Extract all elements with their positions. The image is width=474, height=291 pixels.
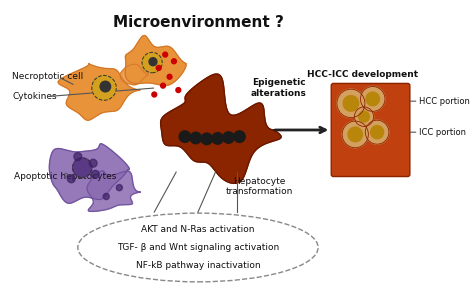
- Circle shape: [156, 65, 161, 70]
- Circle shape: [359, 111, 369, 122]
- Text: NF-kB pathway inactivation: NF-kB pathway inactivation: [136, 261, 260, 270]
- Circle shape: [89, 159, 97, 167]
- Circle shape: [74, 152, 82, 161]
- Text: HCC-ICC development: HCC-ICC development: [308, 70, 419, 79]
- Circle shape: [73, 158, 92, 178]
- Polygon shape: [125, 36, 186, 86]
- Polygon shape: [49, 144, 129, 203]
- Text: Apoptotic hepatocytes: Apoptotic hepatocytes: [15, 172, 117, 181]
- Circle shape: [172, 59, 176, 64]
- Circle shape: [366, 92, 380, 106]
- Circle shape: [176, 88, 181, 93]
- Circle shape: [361, 86, 385, 111]
- Circle shape: [161, 83, 165, 88]
- Text: Cytokines: Cytokines: [12, 92, 57, 101]
- Text: ICC portion: ICC portion: [419, 128, 465, 137]
- Ellipse shape: [78, 213, 318, 282]
- Text: Necroptotic cell: Necroptotic cell: [12, 72, 83, 81]
- Circle shape: [91, 170, 99, 178]
- Circle shape: [223, 132, 234, 143]
- Text: AKT and N-Ras activation: AKT and N-Ras activation: [141, 225, 255, 234]
- Text: TGF- β and Wnt signaling activation: TGF- β and Wnt signaling activation: [117, 243, 279, 252]
- Circle shape: [371, 126, 383, 139]
- Circle shape: [234, 131, 245, 142]
- Circle shape: [342, 121, 368, 148]
- Circle shape: [201, 133, 212, 145]
- Circle shape: [142, 52, 162, 73]
- Polygon shape: [87, 171, 140, 212]
- Text: Epigenetic
alterations: Epigenetic alterations: [251, 78, 307, 97]
- Circle shape: [163, 52, 168, 57]
- Circle shape: [212, 133, 223, 144]
- Circle shape: [337, 89, 365, 118]
- Circle shape: [149, 58, 157, 66]
- Circle shape: [103, 194, 109, 200]
- Circle shape: [190, 132, 201, 144]
- Circle shape: [67, 175, 75, 183]
- Circle shape: [92, 75, 116, 100]
- Polygon shape: [120, 64, 148, 85]
- Circle shape: [152, 92, 157, 97]
- Polygon shape: [58, 63, 140, 120]
- Circle shape: [116, 184, 122, 191]
- Circle shape: [179, 131, 191, 142]
- Circle shape: [343, 95, 358, 111]
- Circle shape: [167, 74, 172, 79]
- Circle shape: [355, 107, 374, 126]
- Circle shape: [365, 120, 389, 144]
- Circle shape: [348, 127, 363, 142]
- Text: Hepatocyte
transformation: Hepatocyte transformation: [226, 177, 293, 196]
- Text: Microenvironment ?: Microenvironment ?: [112, 15, 283, 30]
- Circle shape: [100, 81, 110, 92]
- Polygon shape: [161, 74, 281, 183]
- FancyBboxPatch shape: [331, 84, 410, 177]
- Text: HCC portion: HCC portion: [419, 97, 469, 106]
